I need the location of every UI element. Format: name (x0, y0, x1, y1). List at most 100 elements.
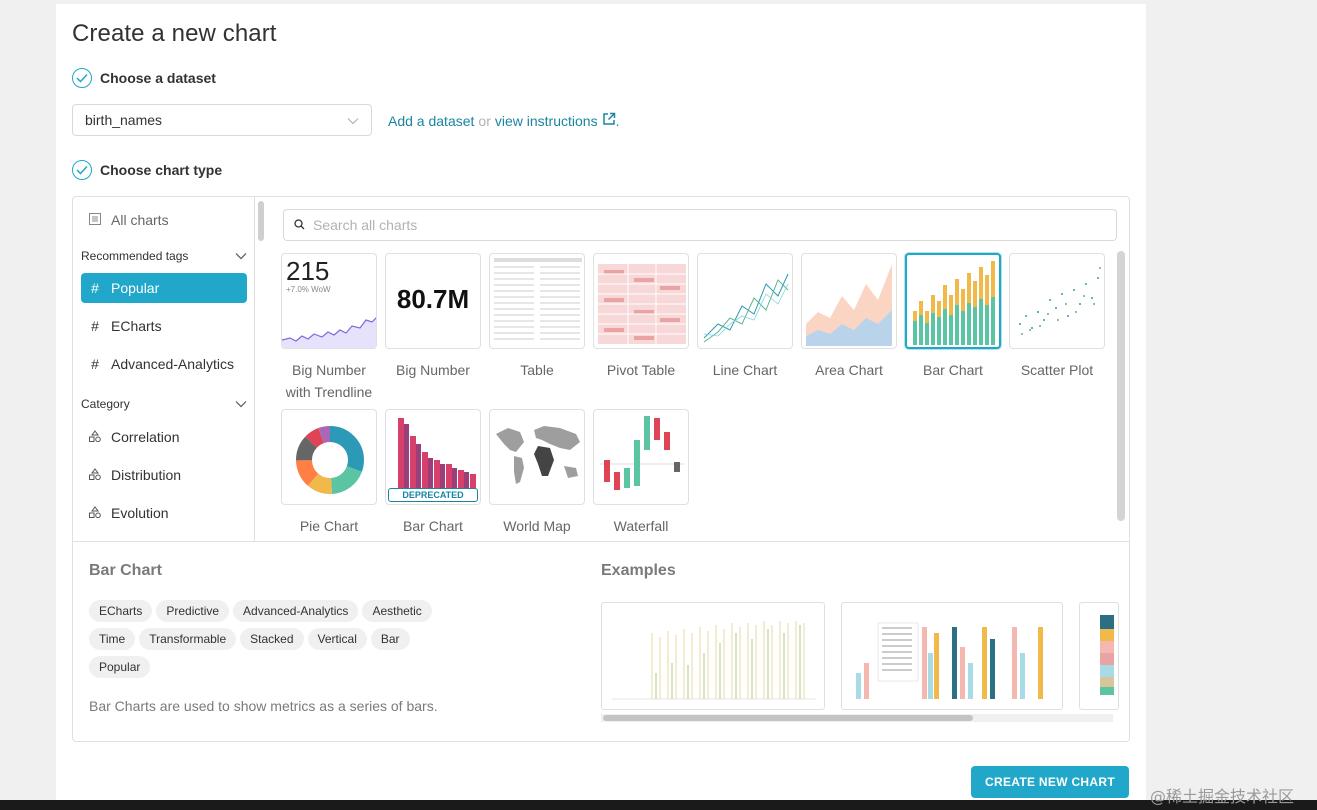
chart-tile-area-chart[interactable]: Area Chart (797, 253, 901, 381)
chart-thumbnail (1009, 253, 1105, 349)
gallery-scrollbar[interactable] (1117, 251, 1125, 521)
step-label: Choose chart type (100, 162, 223, 178)
tag: Stacked (240, 628, 304, 650)
sidebar-item-label: Distribution (111, 467, 182, 483)
tag: Bar (370, 628, 410, 650)
hash-icon: # (91, 280, 99, 296)
sidebar-item-label: All charts (111, 212, 169, 228)
shapes-icon (89, 505, 101, 521)
chart-tile-pie-chart[interactable]: Pie Chart (277, 409, 381, 537)
view-instructions-link[interactable]: view instructions (494, 112, 598, 129)
thumb-value: 215 (286, 256, 330, 286)
example-image-3[interactable] (1079, 602, 1119, 710)
chart-thumbnail (905, 253, 1001, 349)
chart-tile-name-line2: with Trendline (285, 384, 373, 400)
chart-thumbnail (489, 409, 585, 505)
hash-icon: # (91, 318, 99, 334)
recommended-tags-label: Recommended tags (81, 249, 189, 263)
watermark: @稀土掘金技术社区 (1150, 787, 1295, 806)
tag: Advanced-Analytics (233, 600, 359, 622)
category-label: Category (81, 397, 130, 411)
period-text: . (615, 112, 620, 129)
examples-title: Examples (601, 562, 676, 579)
chart-tile-name-line1: Big Number (292, 362, 366, 378)
sidebar-item-label: ECharts (111, 318, 162, 334)
example-image-1[interactable] (601, 602, 825, 710)
search-icon (294, 217, 305, 233)
chart-tile-name: Pie Chart (299, 518, 359, 534)
recommended-tags-header[interactable]: Recommended tags (81, 249, 247, 263)
shapes-icon (89, 467, 101, 483)
chart-thumbnail: 215 +7.0% WoW (281, 253, 377, 349)
tag-list: ECharts Predictive Advanced-Analytics Aesth… (89, 600, 489, 684)
tag: Time (89, 628, 136, 650)
chart-thumbnail (801, 253, 897, 349)
tag: Vertical (307, 628, 367, 650)
create-new-chart-button[interactable]: CREATE NEW CHART (971, 766, 1129, 798)
tag: Aesthetic (362, 600, 432, 622)
chart-tile-name: Area Chart (815, 362, 883, 378)
create-chart-panel: Create a new chart Choose a dataset birt… (56, 4, 1146, 804)
chart-tile-name: Scatter Plot (1020, 362, 1094, 378)
chart-tile-name: Waterfall (613, 518, 669, 534)
category-header[interactable]: Category (81, 397, 247, 411)
step-choose-dataset: Choose a dataset (72, 68, 216, 88)
chart-tile-name: Table (520, 362, 554, 378)
sidebar-item-all-charts[interactable]: All charts (81, 205, 247, 235)
sidebar-item-label: Evolution (111, 505, 169, 521)
chart-tile-big-number-trendline[interactable]: 215 +7.0% WoW Big Number with Trendline (277, 253, 381, 403)
chart-thumbnail: DEPRECATED (385, 409, 481, 505)
search-placeholder: Search all charts (313, 217, 418, 233)
sidebar-item-distribution[interactable]: Distribution (81, 460, 247, 490)
chart-thumbnail (697, 253, 793, 349)
shapes-icon (89, 429, 101, 445)
selected-chart-title: Bar Chart (89, 562, 162, 579)
sidebar-item-evolution[interactable]: Evolution (81, 498, 247, 528)
chart-tile-name: World Map (503, 518, 571, 534)
example-image-2[interactable] (841, 602, 1063, 710)
chart-thumbnail: 80.7M (385, 253, 481, 349)
chevron-down-icon (235, 249, 247, 263)
chart-search-input[interactable]: Search all charts (283, 209, 1117, 241)
chart-tile-table[interactable]: Table (485, 253, 589, 381)
sidebar-item-echarts[interactable]: # ECharts (81, 311, 247, 341)
bottom-bar (0, 800, 1317, 810)
chart-tile-bar-chart-deprecated[interactable]: DEPRECATED Bar Chart (381, 409, 485, 537)
chart-tile-bar-chart[interactable]: Bar Chart (901, 253, 1005, 381)
or-text: or (478, 112, 491, 129)
step-choose-chart-type: Choose chart type (72, 160, 222, 180)
chart-tile-name: Line Chart (712, 362, 778, 378)
sidebar-item-correlation[interactable]: Correlation (81, 422, 247, 452)
chart-thumbnail (489, 253, 585, 349)
chart-tile-name: Pivot Table (606, 362, 676, 378)
tag: Transformable (139, 628, 237, 650)
chart-sidebar: All charts Recommended tags # Popular # … (73, 197, 255, 541)
check-circle-icon (72, 160, 92, 180)
chart-tile-waterfall[interactable]: Waterfall (589, 409, 693, 537)
chart-tile-name: Bar Chart (923, 362, 983, 378)
chart-tile-world-map[interactable]: World Map (485, 409, 589, 537)
dataset-select-value: birth_names (85, 112, 163, 128)
external-link-icon[interactable] (602, 112, 616, 129)
chart-tile-pivot-table[interactable]: Pivot Table (589, 253, 693, 381)
dataset-select[interactable]: birth_names (72, 104, 372, 136)
chart-tile-line-chart[interactable]: Line Chart (693, 253, 797, 381)
add-dataset-link[interactable]: Add a dataset (388, 112, 475, 129)
chart-description: Bar Charts are used to show metrics as a… (89, 698, 438, 714)
hash-icon: # (91, 356, 99, 372)
chart-gallery: 215 +7.0% WoW Big Number with Trendline 8… (269, 251, 1115, 541)
sidebar-item-label: Advanced-Analytics (111, 356, 234, 372)
examples-scrollbar[interactable] (601, 714, 1113, 722)
deprecated-badge: DEPRECATED (388, 488, 478, 502)
dataset-links: Add a dataset or view instructions . (388, 112, 619, 129)
sidebar-item-popular[interactable]: # Popular (81, 273, 247, 303)
chart-tile-big-number[interactable]: 80.7M Big Number (381, 253, 485, 381)
sidebar-scrollbar[interactable] (258, 201, 264, 241)
list-icon (89, 212, 101, 228)
thumb-value: 80.7M (396, 284, 470, 314)
examples-scrollbar-thumb[interactable] (603, 715, 973, 721)
tag: Popular (89, 656, 151, 678)
chart-tile-scatter-plot[interactable]: Scatter Plot (1005, 253, 1109, 381)
sidebar-item-label: Popular (111, 280, 160, 296)
sidebar-item-advanced-analytics[interactable]: # Advanced-Analytics (81, 349, 247, 379)
